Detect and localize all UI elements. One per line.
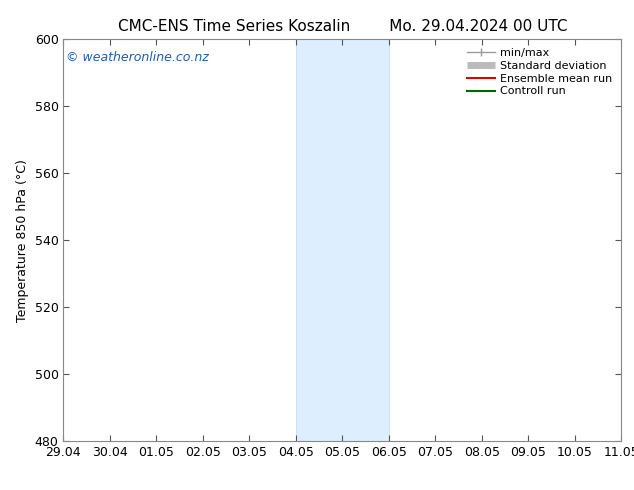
Text: © weatheronline.co.nz: © weatheronline.co.nz (66, 51, 209, 64)
Bar (296, 39, 389, 441)
Legend: min/max, Standard deviation, Ensemble mean run, Controll run: min/max, Standard deviation, Ensemble me… (463, 45, 616, 100)
Title: CMC-ENS Time Series Koszalin        Mo. 29.04.2024 00 UTC: CMC-ENS Time Series Koszalin Mo. 29.04.2… (118, 19, 567, 34)
Y-axis label: Temperature 850 hPa (°C): Temperature 850 hPa (°C) (16, 159, 29, 321)
